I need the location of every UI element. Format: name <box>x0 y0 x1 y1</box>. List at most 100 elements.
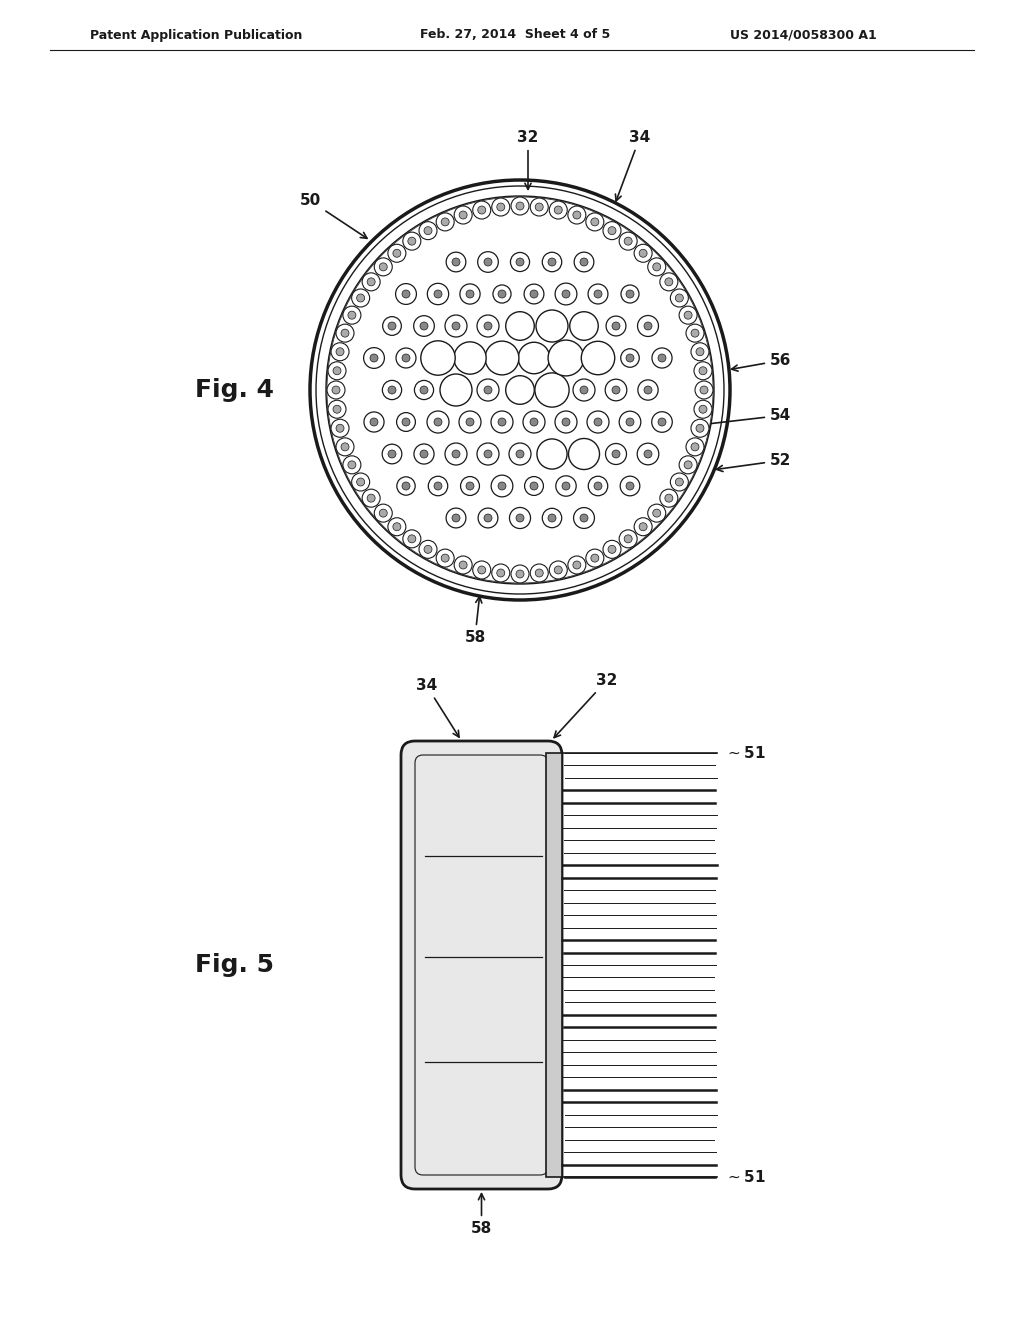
Circle shape <box>408 535 416 543</box>
Circle shape <box>424 227 432 235</box>
Circle shape <box>644 450 652 458</box>
Circle shape <box>530 564 548 582</box>
Circle shape <box>441 554 450 562</box>
Circle shape <box>388 517 406 536</box>
Circle shape <box>691 420 709 437</box>
Circle shape <box>691 329 699 337</box>
Circle shape <box>396 348 416 368</box>
Circle shape <box>351 289 370 308</box>
Circle shape <box>637 444 658 465</box>
Circle shape <box>530 418 538 426</box>
Circle shape <box>370 354 378 362</box>
Circle shape <box>477 444 499 465</box>
Circle shape <box>676 478 683 486</box>
Circle shape <box>621 285 639 304</box>
Circle shape <box>549 201 567 219</box>
Circle shape <box>594 290 602 298</box>
Circle shape <box>445 315 467 337</box>
Circle shape <box>612 385 620 393</box>
Circle shape <box>364 412 384 432</box>
Circle shape <box>679 455 697 474</box>
Circle shape <box>351 473 370 491</box>
Circle shape <box>343 455 360 474</box>
Circle shape <box>554 206 562 214</box>
Circle shape <box>686 438 703 455</box>
Circle shape <box>374 504 392 523</box>
Circle shape <box>415 380 433 400</box>
Circle shape <box>466 482 474 490</box>
Circle shape <box>518 342 550 374</box>
Circle shape <box>388 450 396 458</box>
Circle shape <box>331 420 349 437</box>
Circle shape <box>530 290 538 298</box>
Circle shape <box>459 211 467 219</box>
Circle shape <box>396 413 416 432</box>
Circle shape <box>594 482 602 490</box>
Circle shape <box>402 354 410 362</box>
Circle shape <box>484 385 492 393</box>
Circle shape <box>331 343 349 360</box>
Circle shape <box>328 362 346 380</box>
Circle shape <box>586 213 604 231</box>
Text: 56: 56 <box>731 352 792 371</box>
Circle shape <box>420 322 428 330</box>
Circle shape <box>485 341 519 375</box>
Circle shape <box>548 257 556 267</box>
Text: 32: 32 <box>554 673 617 738</box>
Circle shape <box>333 367 341 375</box>
Circle shape <box>497 203 505 211</box>
Circle shape <box>548 513 556 521</box>
Circle shape <box>434 482 442 490</box>
Circle shape <box>446 252 466 272</box>
Circle shape <box>498 418 506 426</box>
Circle shape <box>671 473 688 491</box>
Circle shape <box>626 354 634 362</box>
Circle shape <box>651 412 673 432</box>
Circle shape <box>414 315 434 337</box>
Circle shape <box>484 450 492 458</box>
Circle shape <box>572 561 581 569</box>
Circle shape <box>665 494 673 502</box>
Circle shape <box>605 379 627 401</box>
Circle shape <box>524 284 544 304</box>
Circle shape <box>684 461 692 469</box>
Circle shape <box>625 535 632 543</box>
Circle shape <box>626 482 634 490</box>
Circle shape <box>568 556 586 574</box>
Circle shape <box>659 490 678 507</box>
Circle shape <box>568 206 586 224</box>
Circle shape <box>454 556 472 574</box>
Circle shape <box>620 232 637 251</box>
Circle shape <box>506 312 535 341</box>
Circle shape <box>388 244 406 263</box>
Circle shape <box>699 367 707 375</box>
Circle shape <box>573 379 595 401</box>
Circle shape <box>603 540 621 558</box>
Text: 34: 34 <box>615 129 650 201</box>
Circle shape <box>556 475 577 496</box>
Text: Fig. 5: Fig. 5 <box>195 953 274 977</box>
Circle shape <box>341 329 349 337</box>
Circle shape <box>333 405 341 413</box>
Circle shape <box>524 477 544 495</box>
Circle shape <box>402 418 410 426</box>
Circle shape <box>454 206 472 224</box>
Circle shape <box>445 444 467 465</box>
Circle shape <box>639 249 647 257</box>
Circle shape <box>388 322 396 330</box>
Circle shape <box>659 273 678 290</box>
Circle shape <box>388 385 396 393</box>
Circle shape <box>511 197 529 215</box>
Circle shape <box>328 400 346 418</box>
Circle shape <box>420 450 428 458</box>
Polygon shape <box>546 752 562 1177</box>
Circle shape <box>466 418 474 426</box>
Circle shape <box>554 566 562 574</box>
Circle shape <box>478 206 485 214</box>
Circle shape <box>626 290 634 298</box>
Circle shape <box>573 508 595 528</box>
Circle shape <box>402 232 421 251</box>
Text: 58: 58 <box>471 1193 493 1236</box>
Circle shape <box>536 203 544 211</box>
Circle shape <box>605 444 627 465</box>
